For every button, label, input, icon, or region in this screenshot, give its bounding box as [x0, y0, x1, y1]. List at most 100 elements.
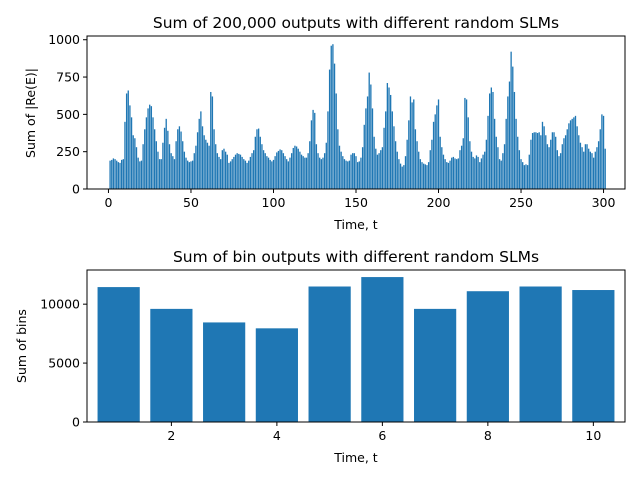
top-bar: [515, 118, 517, 189]
top-bar: [295, 146, 298, 189]
top-bar: [574, 115, 577, 189]
top-bar: [442, 154, 445, 189]
top-bar: [158, 159, 161, 189]
top-bar: [490, 87, 492, 189]
top-bar: [165, 118, 167, 189]
top-bar: [190, 161, 192, 189]
top-bar: [569, 120, 572, 189]
top-bar: [462, 138, 464, 189]
top-bar: [130, 117, 133, 189]
top-bar: [530, 139, 532, 189]
top-bar: [266, 156, 268, 189]
top-bar: [380, 150, 382, 189]
top-bar: [426, 165, 428, 189]
top-bar: [487, 115, 489, 189]
top-bar: [571, 118, 573, 189]
top-bar: [393, 126, 395, 189]
top-bar: [385, 111, 387, 189]
top-bar: [508, 81, 511, 189]
chart-top: Sum of 200,000 outputs with different ra…: [23, 14, 626, 232]
top-bar: [122, 159, 124, 189]
top-bar: [497, 147, 499, 189]
top-bar: [287, 161, 289, 189]
top-bar: [167, 130, 169, 189]
top-bar: [568, 123, 570, 189]
top-bar: [203, 135, 205, 189]
chart-bottom-frame: [86, 269, 626, 423]
chart-bottom-xticks: 2 4 6 8 10: [167, 422, 601, 443]
top-bar: [195, 145, 197, 189]
top-bar: [286, 159, 288, 189]
top-bar: [449, 160, 451, 189]
top-bar: [563, 138, 565, 189]
top-bar: [578, 135, 580, 189]
top-bar: [375, 148, 377, 189]
top-bar: [495, 136, 497, 189]
top-bar: [452, 156, 455, 189]
top-bar: [505, 118, 507, 189]
top-bar: [220, 159, 222, 189]
top-bar: [345, 160, 347, 189]
top-bar: [365, 108, 367, 189]
top-bar: [370, 84, 372, 189]
top-bar: [353, 153, 356, 189]
top-bar: [404, 156, 407, 189]
top-bar: [279, 149, 281, 189]
top-bar: [175, 141, 177, 189]
top-bar: [408, 120, 410, 189]
top-bar: [251, 153, 253, 189]
top-bar: [446, 162, 448, 189]
top-bar: [444, 159, 446, 189]
top-bar: [281, 150, 283, 189]
top-bar: [437, 99, 440, 189]
top-bar: [213, 129, 215, 189]
top-bar: [517, 136, 519, 189]
top-bar: [489, 93, 491, 189]
top-bar: [223, 148, 225, 189]
bottom-ytick-label: 10000: [40, 297, 80, 312]
top-bar: [363, 124, 365, 189]
top-bar: [183, 151, 186, 189]
bottom-ytick-label: 0: [72, 415, 80, 430]
top-bar: [277, 150, 280, 189]
top-bar: [599, 129, 601, 189]
top-bar: [340, 151, 342, 189]
top-bar: [416, 141, 418, 189]
top-bar: [429, 150, 431, 189]
top-bar: [467, 117, 469, 189]
top-bar: [451, 157, 453, 189]
top-bar: [456, 159, 458, 189]
top-bar: [124, 121, 126, 189]
bottom-bar: [519, 286, 562, 422]
chart-bottom-bars: [97, 277, 615, 422]
top-bar: [244, 160, 247, 189]
top-bar: [269, 159, 271, 189]
top-bar: [447, 162, 450, 189]
top-bar: [368, 72, 370, 189]
top-bar: [152, 117, 154, 189]
top-bar: [522, 162, 524, 189]
top-bar: [513, 91, 516, 189]
chart-bottom-xlabel: Time, t: [333, 450, 378, 465]
top-bar: [314, 112, 316, 189]
chart-top-yticks: 0 250 500 750 1000: [48, 32, 87, 197]
top-ytick-label: 0: [72, 182, 80, 197]
top-bar: [239, 154, 242, 189]
top-bar: [586, 144, 588, 189]
top-bar: [147, 108, 149, 189]
bottom-bar: [572, 290, 615, 422]
top-bar: [173, 159, 176, 189]
chart-bottom: Sum of bin outputs with different random…: [14, 248, 626, 465]
top-bar: [248, 160, 250, 189]
top-bar: [129, 105, 131, 189]
top-bar: [272, 159, 275, 189]
top-bar: [465, 99, 468, 189]
top-bar: [241, 156, 243, 189]
top-bar: [162, 142, 164, 189]
top-bar: [206, 142, 209, 189]
bottom-xtick-label: 10: [585, 428, 601, 443]
top-bar: [535, 132, 537, 189]
top-bar: [543, 126, 545, 189]
top-bar: [584, 144, 587, 189]
top-bar: [304, 157, 306, 189]
